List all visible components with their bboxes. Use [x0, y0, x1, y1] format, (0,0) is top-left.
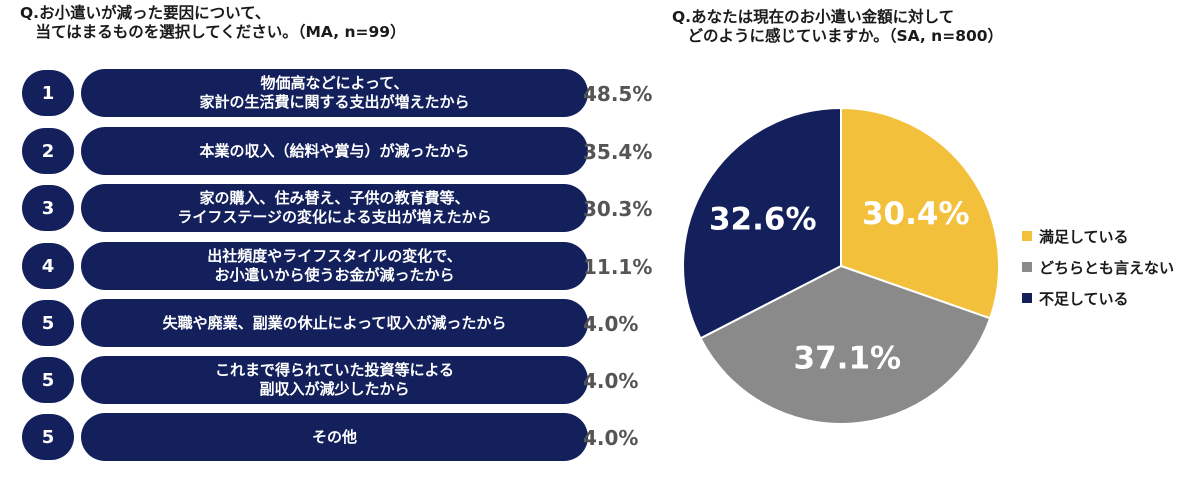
legend-label: 満足している — [1039, 228, 1129, 246]
reason-percentage: 30.3% — [583, 197, 653, 221]
rank-badge: 4 — [22, 243, 74, 289]
reason-row: 5 その他 4.0% — [20, 412, 660, 462]
pie-slice-1 — [699, 264, 992, 425]
reason-row: 5 これまで得られていた投資等による 副収入が減少したから 4.0% — [20, 355, 660, 405]
right-chart-title: Q.あなたは現在のお小遣い金額に対して どのように感じていますか。（SA, n=… — [672, 8, 1004, 45]
pie-slice-0 — [840, 106, 1000, 320]
pie-slice-2 — [682, 106, 842, 340]
reason-label: その他 — [81, 413, 588, 461]
reason-row: 4 出社頻度やライフスタイルの変化で、 お小遣いから使うお金が減ったから 11.… — [20, 241, 660, 291]
legend-swatch — [1022, 262, 1032, 272]
reason-percentage: 4.0% — [583, 312, 639, 336]
legend-label: 不足している — [1039, 290, 1129, 308]
reason-row: 3 家の購入、住み替え、子供の教育費等、 ライフステージの変化による支出が増えた… — [20, 183, 660, 233]
legend-item: 不足している — [1022, 288, 1129, 309]
legend-swatch — [1022, 293, 1032, 303]
reason-percentage: 48.5% — [583, 82, 653, 106]
legend-label: どちらとも言えない — [1039, 259, 1175, 277]
reason-label: 本業の収入（給料や賞与）が減ったから — [81, 127, 588, 175]
reason-label: これまで得られていた投資等による 副収入が減少したから — [81, 356, 588, 404]
reason-percentage: 35.4% — [583, 140, 653, 164]
legend-item: 満足している — [1022, 226, 1129, 247]
reason-row: 2 本業の収入（給料や賞与）が減ったから 35.4% — [20, 126, 660, 176]
pie-value-label: 32.6% — [709, 201, 817, 237]
rank-badge: 1 — [22, 70, 74, 116]
rank-badge: 2 — [22, 128, 74, 174]
pie-value-label: 30.4% — [862, 196, 970, 232]
legend-swatch — [1022, 231, 1032, 241]
reason-percentage: 11.1% — [583, 255, 653, 279]
rank-badge: 5 — [22, 357, 74, 403]
rank-badge: 5 — [22, 414, 74, 460]
rank-badge: 3 — [22, 185, 74, 231]
reason-row: 1 物価高などによって、 家計の生活費に関する支出が増えたから 48.5% — [20, 68, 660, 118]
pie-value-label: 37.1% — [794, 340, 902, 376]
legend-item: どちらとも言えない — [1022, 257, 1174, 278]
reason-row: 5 失職や廃業、副業の休止によって収入が減ったから 4.0% — [20, 298, 660, 348]
left-chart-title: Q.お小遣いが減った要因について、 当てはまるものを選択してください。（MA, … — [20, 4, 406, 41]
reason-label: 家の購入、住み替え、子供の教育費等、 ライフステージの変化による支出が増えたから — [81, 184, 588, 232]
reason-label: 出社頻度やライフスタイルの変化で、 お小遣いから使うお金が減ったから — [81, 242, 588, 290]
reason-label: 物価高などによって、 家計の生活費に関する支出が増えたから — [81, 69, 588, 117]
rank-badge: 5 — [22, 300, 74, 346]
reason-percentage: 4.0% — [583, 369, 639, 393]
reason-percentage: 4.0% — [583, 426, 639, 450]
reason-label: 失職や廃業、副業の休止によって収入が減ったから — [81, 299, 588, 347]
